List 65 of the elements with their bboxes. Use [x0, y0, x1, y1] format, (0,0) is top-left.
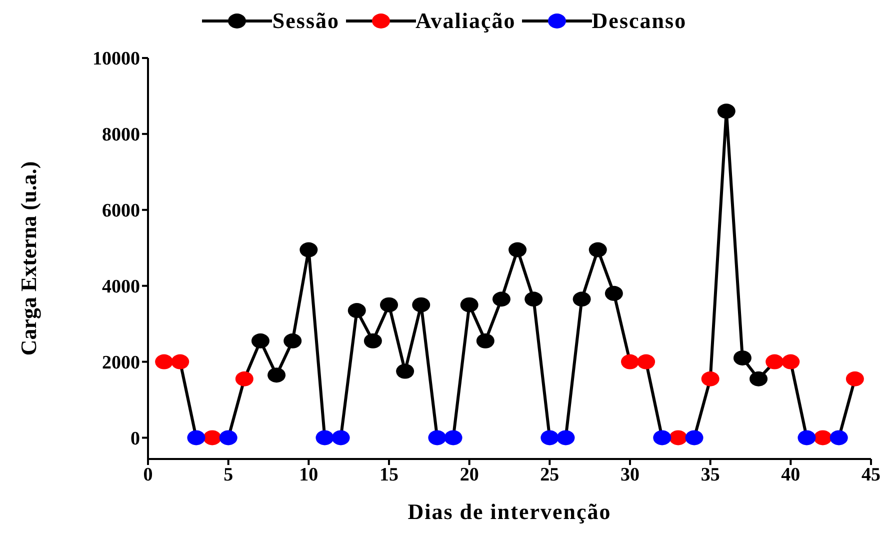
legend-label: Sessão: [272, 8, 340, 34]
point: [766, 354, 784, 370]
point: [476, 333, 494, 348]
point: [492, 292, 510, 307]
point: [348, 303, 366, 318]
x-tick-label: 25: [540, 464, 560, 486]
point: [235, 371, 254, 386]
point: [155, 354, 174, 370]
y-tick-label: 10000: [92, 48, 140, 70]
point: [268, 368, 286, 383]
point: [219, 430, 238, 446]
point: [540, 430, 559, 446]
point: [508, 242, 527, 258]
x-tick-label: 10: [299, 464, 318, 486]
x-tick-label: 0: [143, 464, 153, 486]
y-tick-label: 4000: [102, 276, 140, 298]
point: [203, 430, 222, 446]
x-tick-label: 5: [224, 464, 234, 486]
point: [733, 350, 752, 366]
point: [380, 297, 398, 312]
point: [444, 430, 462, 446]
point: [588, 242, 607, 258]
point: [316, 430, 334, 446]
point: [171, 354, 190, 370]
point: [830, 430, 848, 446]
point: [685, 430, 704, 446]
x-tick-label: 20: [460, 464, 479, 486]
point: [798, 430, 816, 446]
y-tick-label: 2000: [102, 352, 140, 374]
x-tick-label: 15: [380, 464, 398, 486]
point: [750, 371, 768, 386]
point: [669, 430, 688, 446]
point: [637, 354, 656, 370]
y-tick-label: 0: [130, 428, 140, 450]
point: [782, 354, 800, 370]
point: [364, 333, 382, 348]
point: [556, 430, 575, 446]
point: [412, 297, 430, 312]
legend-label: Avaliação: [416, 8, 516, 34]
x-axis-title: Dias de intervenção: [408, 499, 612, 524]
x-tick-label: 30: [620, 464, 640, 486]
point: [332, 430, 350, 446]
point: [284, 333, 302, 348]
point: [460, 297, 478, 312]
point: [251, 333, 270, 348]
y-axis-title: Carga Externa (u.a.): [16, 161, 41, 356]
x-tick-label: 35: [700, 464, 720, 486]
point: [653, 430, 672, 446]
x-tick-label: 45: [862, 464, 880, 486]
point: [604, 286, 623, 301]
x-tick-label: 40: [781, 464, 800, 486]
point: [701, 371, 720, 386]
y-tick-label: 8000: [102, 124, 140, 146]
point: [717, 104, 736, 119]
point: [621, 354, 639, 370]
point: [814, 430, 832, 446]
point: [300, 242, 318, 258]
point: [524, 292, 543, 307]
point: [428, 430, 446, 446]
point: [187, 430, 206, 446]
point: [572, 292, 591, 307]
legend-label: Descanso: [592, 8, 687, 34]
y-tick-label: 6000: [102, 200, 140, 222]
point: [396, 364, 414, 379]
point: [846, 371, 864, 386]
